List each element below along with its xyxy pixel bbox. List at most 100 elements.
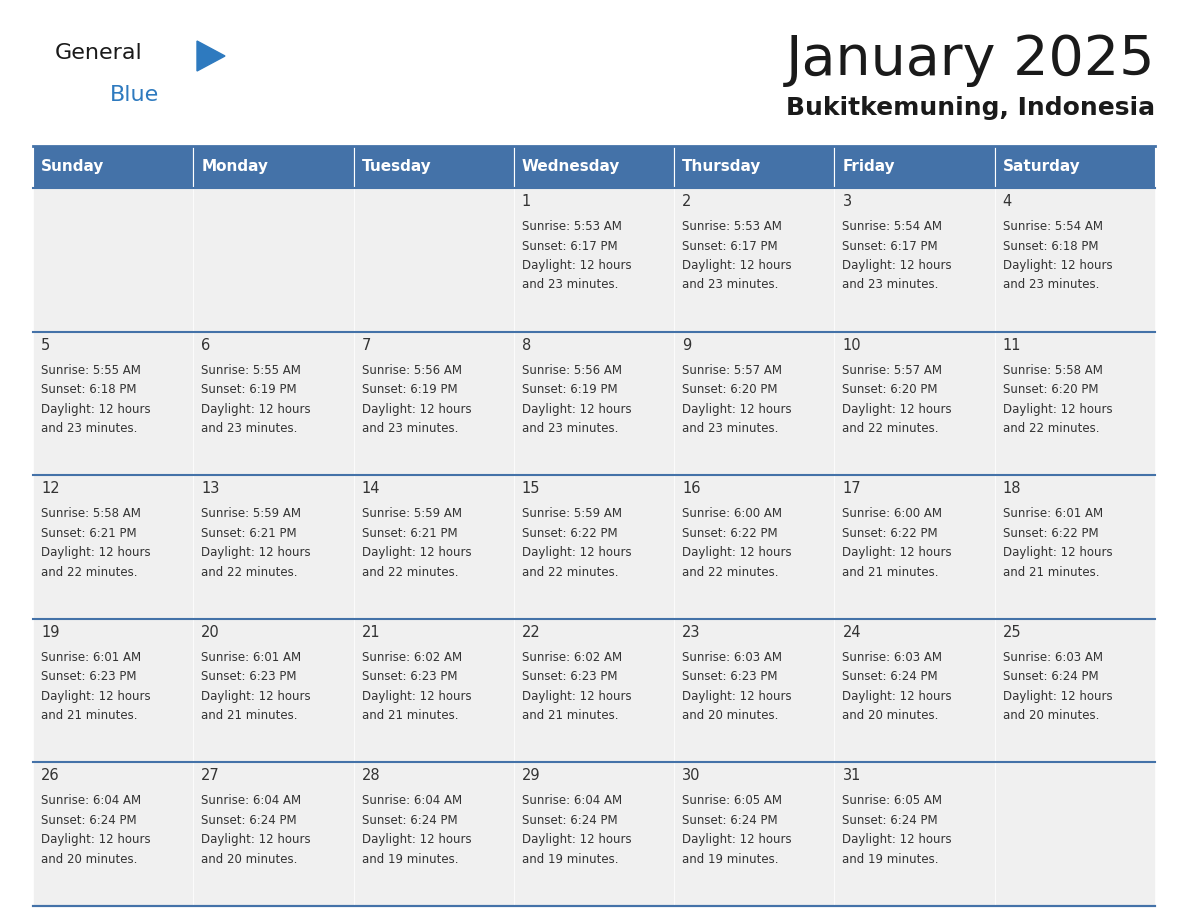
Text: 26: 26 (42, 768, 59, 783)
Text: 14: 14 (361, 481, 380, 497)
Text: Sunset: 6:24 PM: Sunset: 6:24 PM (42, 814, 137, 827)
Text: Sunrise: 6:03 AM: Sunrise: 6:03 AM (842, 651, 942, 664)
Text: and 22 minutes.: and 22 minutes. (1003, 422, 1099, 435)
Text: Blue: Blue (110, 85, 159, 105)
Bar (354, 331, 514, 476)
Bar (33, 619, 194, 763)
Text: and 19 minutes.: and 19 minutes. (522, 853, 619, 866)
Text: and 22 minutes.: and 22 minutes. (361, 565, 459, 578)
Text: Sunrise: 5:59 AM: Sunrise: 5:59 AM (201, 508, 302, 521)
Text: Sunset: 6:24 PM: Sunset: 6:24 PM (201, 814, 297, 827)
Text: Sunrise: 6:05 AM: Sunrise: 6:05 AM (682, 794, 782, 808)
Text: Sunrise: 6:04 AM: Sunrise: 6:04 AM (522, 794, 623, 808)
Text: Daylight: 12 hours: Daylight: 12 hours (682, 689, 791, 703)
Text: 4: 4 (1003, 194, 1012, 209)
Bar (994, 146, 1155, 188)
Bar (514, 619, 674, 763)
Text: Sunrise: 6:03 AM: Sunrise: 6:03 AM (682, 651, 782, 664)
Text: Sunset: 6:24 PM: Sunset: 6:24 PM (842, 670, 939, 683)
Bar (514, 476, 674, 619)
Text: Sunset: 6:24 PM: Sunset: 6:24 PM (682, 814, 778, 827)
Text: Sunset: 6:22 PM: Sunset: 6:22 PM (842, 527, 939, 540)
Text: Daylight: 12 hours: Daylight: 12 hours (522, 834, 632, 846)
Bar (674, 188, 834, 331)
Text: Daylight: 12 hours: Daylight: 12 hours (361, 403, 472, 416)
Text: Sunset: 6:17 PM: Sunset: 6:17 PM (842, 240, 939, 252)
Text: and 19 minutes.: and 19 minutes. (361, 853, 459, 866)
Bar (33, 188, 194, 331)
Bar (514, 331, 674, 476)
Text: and 23 minutes.: and 23 minutes. (361, 422, 457, 435)
Bar (834, 619, 994, 763)
Text: Sunrise: 5:59 AM: Sunrise: 5:59 AM (361, 508, 462, 521)
Text: Daylight: 12 hours: Daylight: 12 hours (842, 403, 952, 416)
Text: Sunrise: 5:57 AM: Sunrise: 5:57 AM (682, 364, 782, 376)
Bar (33, 146, 194, 188)
Text: Bukitkemuning, Indonesia: Bukitkemuning, Indonesia (786, 96, 1155, 120)
Text: Daylight: 12 hours: Daylight: 12 hours (522, 546, 632, 559)
Text: Sunset: 6:17 PM: Sunset: 6:17 PM (522, 240, 618, 252)
Text: and 23 minutes.: and 23 minutes. (682, 278, 778, 292)
Text: Daylight: 12 hours: Daylight: 12 hours (361, 546, 472, 559)
Text: Daylight: 12 hours: Daylight: 12 hours (42, 689, 151, 703)
Text: 15: 15 (522, 481, 541, 497)
Text: 10: 10 (842, 338, 861, 353)
Text: Sunrise: 5:55 AM: Sunrise: 5:55 AM (201, 364, 302, 376)
Text: Sunrise: 6:00 AM: Sunrise: 6:00 AM (682, 508, 782, 521)
Text: Sunset: 6:23 PM: Sunset: 6:23 PM (361, 670, 457, 683)
Text: Sunset: 6:20 PM: Sunset: 6:20 PM (1003, 383, 1098, 396)
Text: Daylight: 12 hours: Daylight: 12 hours (201, 403, 311, 416)
Text: Sunrise: 5:56 AM: Sunrise: 5:56 AM (361, 364, 462, 376)
Text: Sunrise: 6:00 AM: Sunrise: 6:00 AM (842, 508, 942, 521)
Text: Sunrise: 5:55 AM: Sunrise: 5:55 AM (42, 364, 141, 376)
Text: Sunset: 6:19 PM: Sunset: 6:19 PM (522, 383, 618, 396)
Text: and 22 minutes.: and 22 minutes. (682, 565, 778, 578)
Text: Sunset: 6:17 PM: Sunset: 6:17 PM (682, 240, 778, 252)
Text: Sunrise: 6:04 AM: Sunrise: 6:04 AM (42, 794, 141, 808)
Text: Sunset: 6:22 PM: Sunset: 6:22 PM (682, 527, 778, 540)
Text: Daylight: 12 hours: Daylight: 12 hours (682, 546, 791, 559)
Bar (994, 331, 1155, 476)
Text: and 21 minutes.: and 21 minutes. (1003, 565, 1099, 578)
Text: and 20 minutes.: and 20 minutes. (1003, 710, 1099, 722)
Bar (834, 763, 994, 906)
Text: 25: 25 (1003, 625, 1022, 640)
Bar (674, 146, 834, 188)
Text: Sunrise: 6:05 AM: Sunrise: 6:05 AM (842, 794, 942, 808)
Text: and 21 minutes.: and 21 minutes. (201, 710, 298, 722)
Text: and 20 minutes.: and 20 minutes. (201, 853, 298, 866)
Text: Daylight: 12 hours: Daylight: 12 hours (1003, 403, 1112, 416)
Bar (834, 331, 994, 476)
Bar (834, 146, 994, 188)
Text: Sunset: 6:19 PM: Sunset: 6:19 PM (201, 383, 297, 396)
Text: and 23 minutes.: and 23 minutes. (201, 422, 298, 435)
Text: Sunrise: 5:54 AM: Sunrise: 5:54 AM (1003, 220, 1102, 233)
Text: Sunrise: 5:54 AM: Sunrise: 5:54 AM (842, 220, 942, 233)
Text: and 22 minutes.: and 22 minutes. (522, 565, 619, 578)
Text: Sunset: 6:18 PM: Sunset: 6:18 PM (1003, 240, 1098, 252)
Text: Daylight: 12 hours: Daylight: 12 hours (42, 546, 151, 559)
Bar (194, 619, 354, 763)
Text: and 22 minutes.: and 22 minutes. (842, 422, 939, 435)
Text: Sunset: 6:24 PM: Sunset: 6:24 PM (522, 814, 618, 827)
Text: 28: 28 (361, 768, 380, 783)
Text: Daylight: 12 hours: Daylight: 12 hours (842, 259, 952, 272)
Text: Sunset: 6:23 PM: Sunset: 6:23 PM (201, 670, 297, 683)
Text: Sunset: 6:22 PM: Sunset: 6:22 PM (522, 527, 618, 540)
Text: and 20 minutes.: and 20 minutes. (42, 853, 138, 866)
Bar (994, 188, 1155, 331)
Text: Sunset: 6:24 PM: Sunset: 6:24 PM (361, 814, 457, 827)
Text: 6: 6 (201, 338, 210, 353)
Text: Sunrise: 6:02 AM: Sunrise: 6:02 AM (522, 651, 623, 664)
Text: and 23 minutes.: and 23 minutes. (1003, 278, 1099, 292)
Text: and 23 minutes.: and 23 minutes. (42, 422, 138, 435)
Text: Sunset: 6:19 PM: Sunset: 6:19 PM (361, 383, 457, 396)
Bar (514, 763, 674, 906)
Text: 20: 20 (201, 625, 220, 640)
Polygon shape (197, 41, 225, 71)
Text: and 20 minutes.: and 20 minutes. (842, 710, 939, 722)
Bar (674, 476, 834, 619)
Text: Sunday: Sunday (42, 160, 105, 174)
Text: 1: 1 (522, 194, 531, 209)
Text: Daylight: 12 hours: Daylight: 12 hours (361, 689, 472, 703)
